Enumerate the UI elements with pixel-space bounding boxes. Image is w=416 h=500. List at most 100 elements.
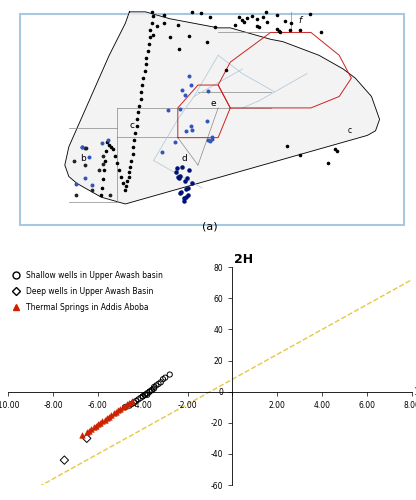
Point [141, 68, 148, 76]
Point [102, 156, 109, 164]
Point [183, 192, 189, 200]
Point [205, 87, 212, 95]
Point [128, 397, 135, 405]
Point [178, 86, 185, 94]
Point [296, 26, 303, 34]
Point [126, 402, 133, 409]
Point [110, 145, 116, 153]
Text: b: b [80, 154, 86, 162]
Point [79, 431, 86, 439]
Point [79, 143, 86, 151]
Point [85, 153, 92, 161]
Point [174, 21, 181, 29]
Point [182, 178, 188, 186]
Point [333, 148, 340, 156]
Point [99, 139, 105, 147]
Point [99, 184, 105, 192]
Point [116, 166, 123, 173]
Text: e: e [210, 98, 216, 108]
Point [239, 16, 245, 24]
FancyBboxPatch shape [20, 14, 404, 224]
Point [148, 8, 155, 16]
Point [132, 129, 139, 137]
Point [184, 184, 191, 192]
Point [281, 17, 288, 25]
Text: (a): (a) [202, 222, 218, 232]
Point [317, 28, 324, 36]
Point [128, 156, 135, 164]
Point [82, 144, 88, 152]
Point [121, 403, 128, 411]
Point [147, 26, 154, 34]
Point [181, 194, 188, 202]
Point [97, 419, 104, 427]
Point [131, 398, 137, 406]
Point [106, 412, 112, 420]
Point [176, 190, 183, 198]
Point [113, 408, 119, 416]
Point [204, 118, 210, 126]
Point [117, 405, 124, 413]
Point [297, 151, 304, 159]
Point [84, 434, 90, 442]
Point [107, 192, 114, 200]
Point [274, 10, 280, 18]
Point [135, 396, 142, 404]
Point [185, 192, 191, 200]
Point [131, 136, 138, 144]
Point [140, 74, 147, 82]
Point [103, 148, 109, 156]
Point [106, 140, 112, 148]
Point [186, 32, 192, 40]
Point [96, 166, 102, 173]
Point [144, 46, 151, 54]
Point [262, 8, 269, 16]
Point [104, 136, 111, 143]
Point [149, 12, 156, 20]
Point [82, 174, 88, 182]
Text: c: c [129, 122, 134, 130]
Point [183, 127, 189, 135]
Point [155, 380, 162, 388]
Point [115, 406, 121, 414]
Point [144, 389, 151, 397]
Point [325, 159, 332, 167]
Point [104, 138, 111, 146]
Point [129, 150, 136, 158]
Point [153, 382, 160, 390]
Text: 2H: 2H [234, 252, 253, 266]
Point [101, 166, 108, 173]
Point [306, 10, 313, 18]
Point [176, 174, 182, 182]
Point [99, 417, 106, 425]
Point [248, 12, 255, 20]
Legend: Shallow wells in Upper Awash basin, Deep wells in Upper Awash Basin, Thermal Spr: Shallow wells in Upper Awash basin, Deep… [8, 271, 163, 312]
Point [82, 162, 89, 170]
Point [198, 8, 204, 16]
Point [176, 172, 183, 180]
Point [149, 386, 155, 394]
Point [149, 386, 155, 394]
Point [254, 22, 260, 30]
Point [159, 148, 166, 156]
Point [121, 402, 128, 409]
Text: 18O: 18O [414, 386, 416, 396]
Point [203, 38, 210, 46]
Point [189, 8, 196, 16]
Point [264, 18, 270, 25]
Point [137, 95, 144, 103]
Text: d: d [182, 154, 188, 162]
Point [146, 40, 152, 48]
Point [174, 164, 181, 172]
Point [126, 398, 133, 406]
Point [89, 186, 95, 194]
Point [73, 191, 79, 199]
Point [118, 172, 125, 180]
Point [90, 424, 97, 432]
Point [167, 33, 174, 41]
Point [332, 144, 339, 152]
Point [130, 143, 137, 151]
Point [95, 420, 102, 428]
Point [92, 422, 99, 430]
Point [138, 88, 145, 96]
